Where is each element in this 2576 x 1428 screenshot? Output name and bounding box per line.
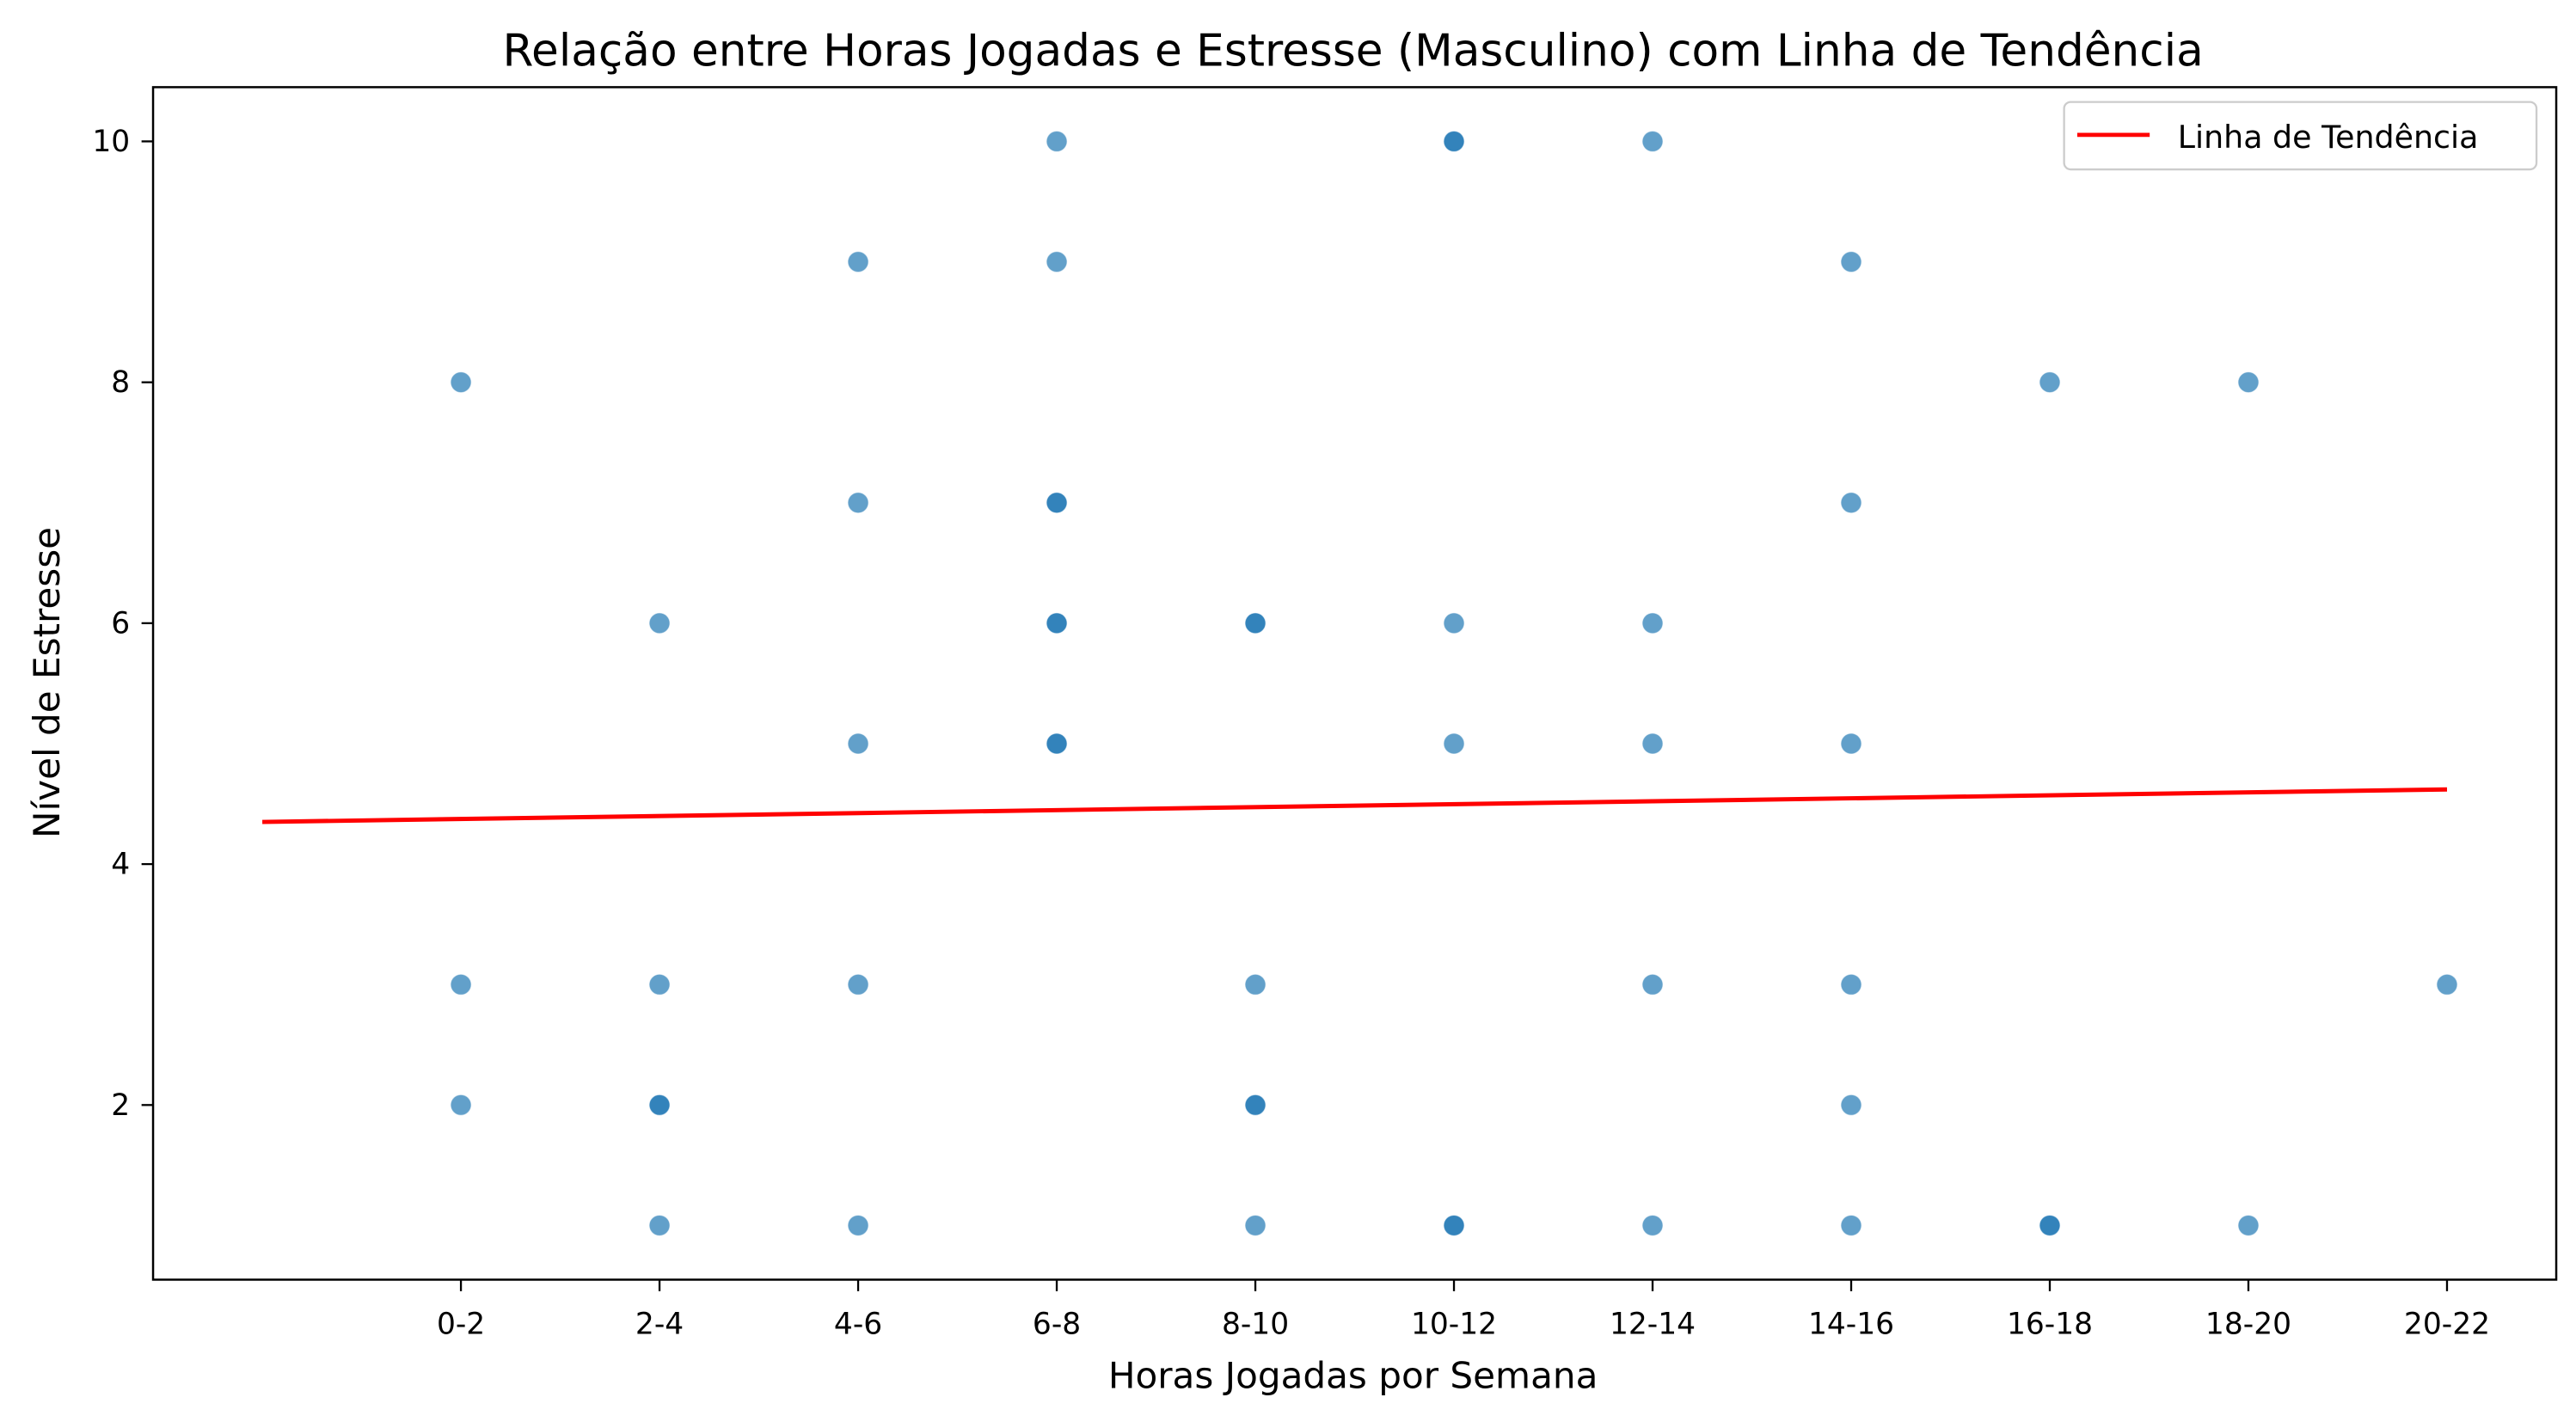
data-point	[2039, 371, 2061, 394]
x-tick-label: 2-4	[635, 1308, 684, 1342]
data-point	[1443, 1214, 1465, 1237]
legend-trendline-label: Linha de Tendência	[2178, 119, 2479, 156]
x-tick-label: 16-18	[2007, 1308, 2093, 1342]
data-point	[1840, 250, 1862, 273]
data-point	[1244, 612, 1267, 634]
y-tick-label: 8	[111, 365, 130, 400]
y-axis-label: Nível de Estresse	[26, 527, 68, 838]
x-tick-label: 14-16	[1808, 1308, 1894, 1342]
data-point	[847, 973, 869, 996]
data-point	[648, 1094, 671, 1116]
data-point	[847, 732, 869, 755]
data-point	[2436, 973, 2458, 996]
data-point	[450, 371, 472, 394]
data-point	[648, 1214, 671, 1237]
data-point	[1840, 492, 1862, 514]
trendline	[262, 787, 2448, 824]
x-tick-label: 20-22	[2404, 1308, 2490, 1342]
y-axis: 2 4 6 8 10	[92, 125, 154, 1123]
data-point	[2237, 1214, 2260, 1237]
y-tick-label: 6	[111, 606, 130, 640]
x-tick-label: 12-14	[1610, 1308, 1696, 1342]
legend-box	[2063, 101, 2538, 171]
data-point	[1244, 1094, 1267, 1116]
data-point	[1244, 1214, 1267, 1237]
data-point	[2237, 371, 2260, 394]
data-point	[1443, 612, 1465, 634]
data-point	[648, 973, 671, 996]
data-point	[1443, 130, 1465, 153]
data-point	[1641, 732, 1664, 755]
data-point	[1840, 1214, 1862, 1237]
axes-frame	[151, 86, 2558, 1281]
x-tick-label: 10-12	[1411, 1308, 1497, 1342]
data-point	[1046, 732, 1068, 755]
data-point	[1641, 1214, 1664, 1237]
x-tick-label: 0-2	[437, 1308, 485, 1342]
data-point	[648, 612, 671, 634]
data-point	[1641, 973, 1664, 996]
data-point	[1046, 130, 1068, 153]
chart-title: Relação entre Horas Jogadas e Estresse (…	[502, 26, 2203, 77]
data-point	[1840, 732, 1862, 755]
y-tick-label: 4	[111, 848, 130, 882]
data-point	[847, 492, 869, 514]
data-point	[1046, 250, 1068, 273]
data-point	[1641, 130, 1664, 153]
data-point	[1046, 612, 1068, 634]
x-axis-label: Horas Jogadas por Semana	[1108, 1355, 1598, 1397]
legend: Linha de Tendência	[2063, 101, 2538, 171]
data-point	[1443, 732, 1465, 755]
data-point	[450, 973, 472, 996]
y-tick-label: 10	[92, 125, 130, 159]
data-point	[2039, 1214, 2061, 1237]
data-point	[450, 1094, 472, 1116]
x-axis: 0-2 2-4 4-6 6-8 8-10 10-12 12-14 14-16 16-18 18-2…	[437, 1279, 2490, 1342]
y-tick-label: 2	[111, 1088, 130, 1123]
x-tick-label: 18-20	[2205, 1308, 2291, 1342]
data-point	[1046, 492, 1068, 514]
data-point	[847, 1214, 869, 1237]
data-point	[1840, 973, 1862, 996]
x-tick-label: 4-6	[834, 1308, 882, 1342]
plot-area	[262, 130, 2458, 1237]
x-tick-label: 8-10	[1222, 1308, 1289, 1342]
data-point	[1641, 612, 1664, 634]
data-point	[1244, 973, 1267, 996]
data-point	[847, 250, 869, 273]
x-tick-label: 6-8	[1033, 1308, 1081, 1342]
data-point	[1840, 1094, 1862, 1116]
